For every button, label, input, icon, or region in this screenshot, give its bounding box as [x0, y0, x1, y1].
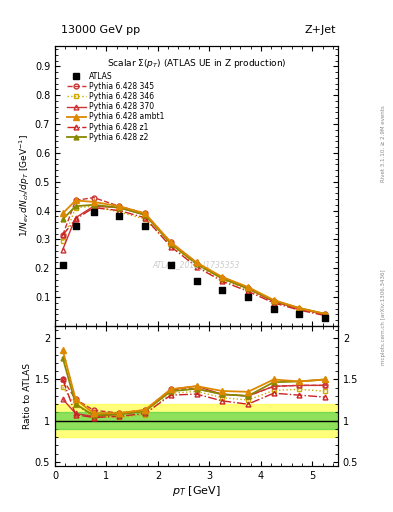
Bar [55, 404, 338, 437]
Text: Scalar $\Sigma(p_T)$ (ATLAS UE in Z production): Scalar $\Sigma(p_T)$ (ATLAS UE in Z prod… [107, 57, 286, 70]
Text: Rivet 3.1.10, ≥ 2.9M events: Rivet 3.1.10, ≥ 2.9M events [381, 105, 386, 182]
Y-axis label: $1/N_{ev}\,dN_{ch}/dp_T$ [GeV$^{-1}$]: $1/N_{ev}\,dN_{ch}/dp_T$ [GeV$^{-1}$] [18, 135, 32, 238]
Text: ATLAS_2019_I1735353: ATLAS_2019_I1735353 [153, 260, 240, 269]
Point [90, 208, 97, 216]
Text: Z+Jet: Z+Jet [305, 25, 336, 35]
Point [322, 314, 328, 322]
Point [219, 286, 225, 294]
X-axis label: $p_T$ [GeV]: $p_T$ [GeV] [172, 483, 221, 498]
Point [60, 261, 66, 269]
Bar [55, 412, 338, 429]
Text: 13000 GeV pp: 13000 GeV pp [61, 25, 140, 35]
Point [270, 305, 277, 313]
Y-axis label: Ratio to ATLAS: Ratio to ATLAS [23, 363, 32, 429]
Point [116, 212, 123, 221]
Text: mcplots.cern.ch [arXiv:1306.3436]: mcplots.cern.ch [arXiv:1306.3436] [381, 270, 386, 365]
Point [193, 277, 200, 285]
Point [142, 222, 148, 230]
Legend: ATLAS, Pythia 6.428 345, Pythia 6.428 346, Pythia 6.428 370, Pythia 6.428 ambt1,: ATLAS, Pythia 6.428 345, Pythia 6.428 34… [64, 70, 167, 144]
Point [245, 293, 251, 301]
Point [168, 261, 174, 269]
Point [296, 310, 303, 318]
Point [72, 222, 79, 230]
